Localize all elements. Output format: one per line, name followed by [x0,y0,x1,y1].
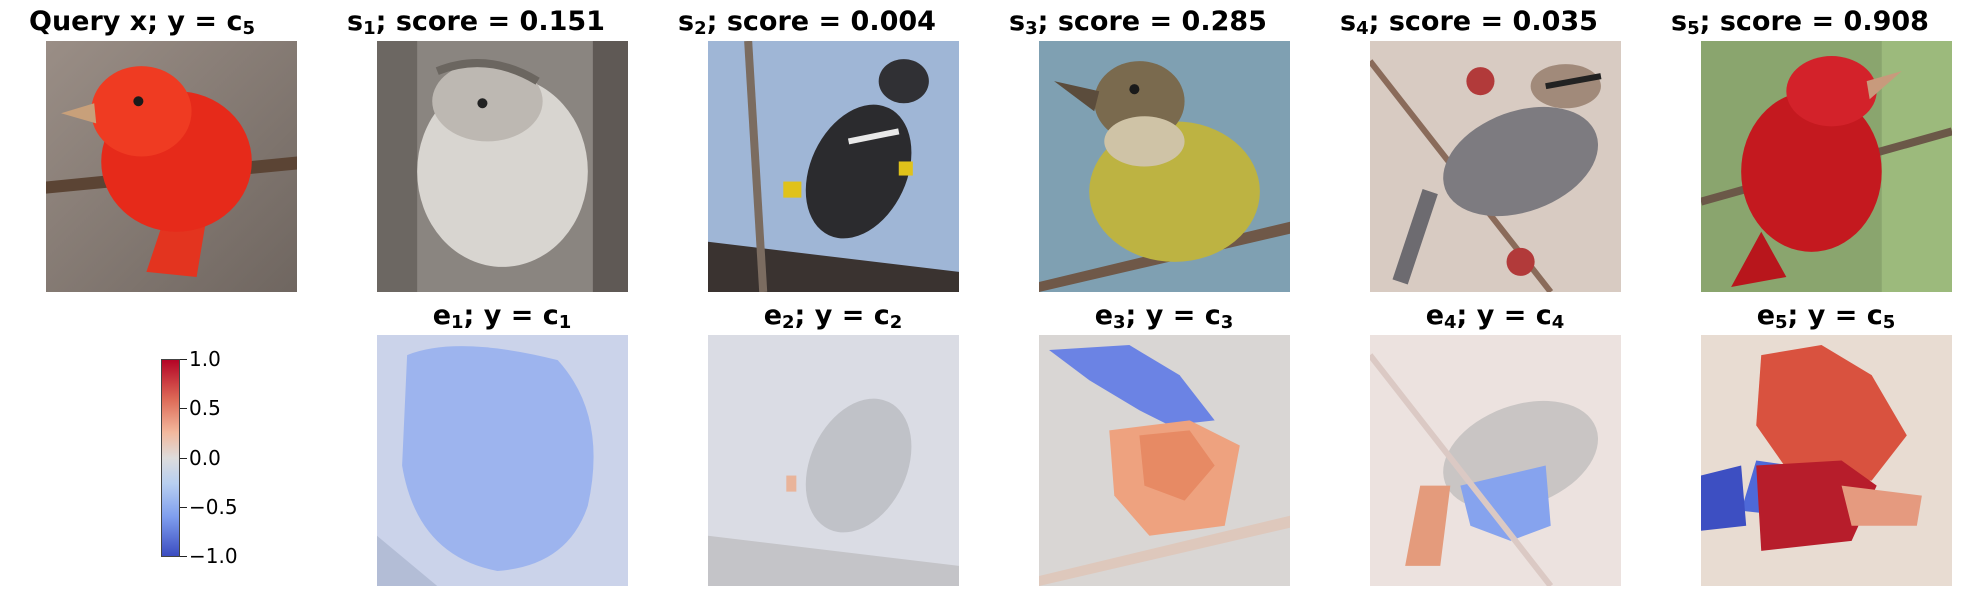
query-image-red-bird [46,41,297,292]
support-3-image-flycatcher [1039,41,1290,292]
support-4-image-waxwing [1370,41,1621,292]
query-title: Query x; y = c5 [29,6,255,39]
support-4-title: s4; score = 0.035 [1340,6,1598,39]
explanation-2-map [708,335,959,586]
colorbar-tick [180,556,187,557]
support-3-title: s3; score = 0.285 [1009,6,1267,39]
explanation-4-title: e4; y = c4 [1425,300,1565,333]
colorbar-tick [180,408,187,409]
colorbar-tick-label: 1.0 [189,347,221,371]
colorbar-tick [180,458,187,459]
colorbar-tick-label: 0.5 [189,396,221,420]
explanation-4-map [1370,335,1621,586]
explanation-5-map [1701,335,1952,586]
support-2-title: s2; score = 0.004 [678,6,936,39]
explanation-3-title: e3; y = c3 [1094,300,1234,333]
colorbar-tick-label: 0.0 [189,446,221,470]
colorbar-tick [180,507,187,508]
support-2-image-warbler [708,41,959,292]
colorbar-tick-label: −0.5 [189,495,238,519]
colorbar-tick [180,359,187,360]
colorbar-tick-label: −1.0 [189,544,238,568]
support-1-image-grey-sparrow [377,41,628,292]
explanation-3-map [1039,335,1290,586]
explanation-1-title: e1; y = c1 [432,300,572,333]
support-1-title: s1; score = 0.151 [347,6,605,39]
colorbar [161,359,180,557]
explanation-1-map [377,335,628,586]
explanation-5-title: e5; y = c5 [1756,300,1896,333]
explanation-2-title: e2; y = c2 [763,300,903,333]
support-5-image-red-bird [1701,41,1952,292]
support-5-title: s5; score = 0.908 [1671,6,1929,39]
